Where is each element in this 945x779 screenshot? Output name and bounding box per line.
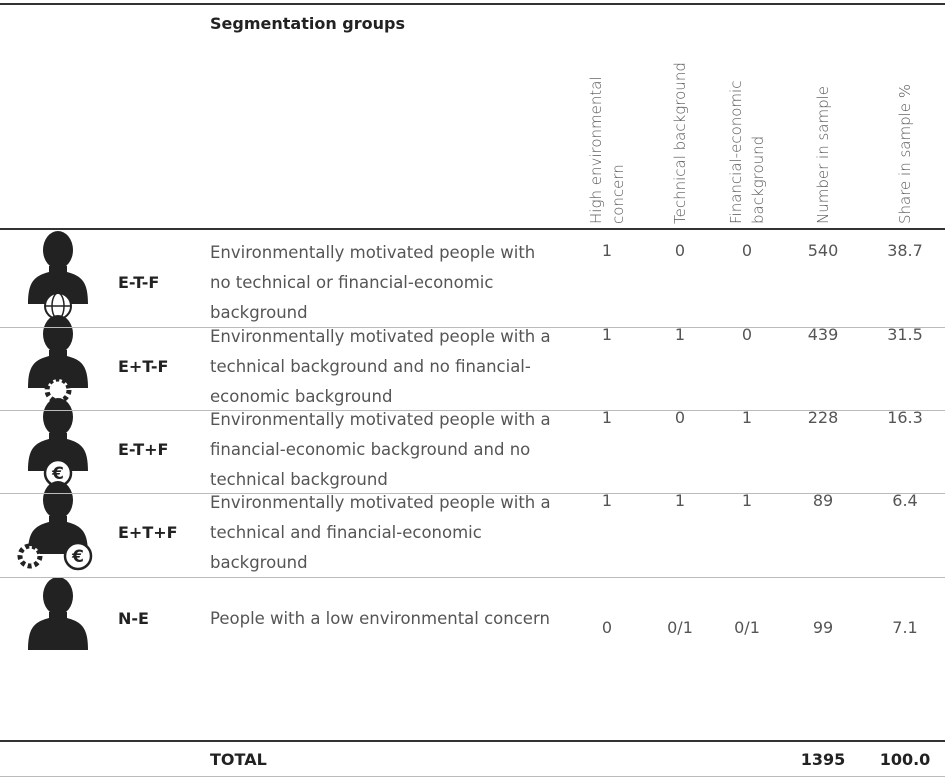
cell-value: 31.5 (887, 325, 923, 344)
svg-text:€: € (71, 547, 84, 567)
column-header: High environmental concern (587, 76, 627, 224)
total-value: 1395 (800, 750, 846, 769)
cell-value: 1 (741, 491, 753, 510)
column-header: Technical background (671, 62, 689, 224)
description: Environmentally motivated people with a … (210, 493, 551, 572)
row-rule (0, 493, 945, 494)
description: Environmentally motivated people with no… (210, 243, 536, 322)
cell-value: 1 (601, 241, 613, 260)
icons: € € (17, 231, 93, 650)
column-header: Share in sample % (896, 83, 914, 224)
cell-value: 1 (601, 325, 613, 344)
cell-value: 0 (741, 325, 753, 344)
cell-value: 439 (807, 325, 839, 344)
cell-value: 228 (807, 408, 839, 427)
column-header: Financial-economic background (727, 80, 767, 224)
cell-value: 16.3 (887, 408, 923, 427)
cell-value: 0 (601, 618, 613, 637)
segment-code: E+T+F (118, 523, 178, 542)
segment-code: E-T-F (118, 273, 160, 292)
cell-value: 1 (674, 491, 686, 510)
cell-value: 6.4 (892, 491, 918, 510)
cell-value: 99 (812, 618, 834, 637)
cell-value: 0/1 (734, 618, 760, 637)
cell-value: 0/1 (667, 618, 693, 637)
bottom-rule (0, 776, 945, 777)
top-rule (0, 3, 945, 5)
segment-code: N-E (118, 609, 149, 628)
cell-value: 1 (674, 325, 686, 344)
total-value: 100.0 (879, 750, 931, 769)
row-rule (0, 410, 945, 411)
cell-value: 1 (741, 408, 753, 427)
total-label: TOTAL (210, 750, 267, 769)
cell-value: 38.7 (887, 241, 923, 260)
cell-value: 540 (807, 241, 839, 260)
svg-text:€: € (51, 464, 64, 484)
description: People with a low environmental concern (210, 609, 550, 628)
segment-code: E+T-F (118, 357, 169, 376)
header-rule (0, 228, 945, 230)
cell-value: 0 (674, 241, 686, 260)
total-rule (0, 740, 945, 742)
row-rule (0, 577, 945, 578)
cell-value: 1 (601, 491, 613, 510)
cell-value: 0 (741, 241, 753, 260)
cell-value: 7.1 (892, 618, 918, 637)
header-title: Segmentation groups (210, 14, 405, 33)
cell-value: 1 (601, 408, 613, 427)
cell-value: 89 (812, 491, 834, 510)
segment-code: E-T+F (118, 440, 169, 459)
row-rule (0, 327, 945, 328)
column-header: Number in sample (814, 85, 832, 224)
description: Environmentally motivated people with a … (210, 327, 551, 406)
description: Environmentally motivated people with a … (210, 410, 551, 489)
cell-value: 0 (674, 408, 686, 427)
